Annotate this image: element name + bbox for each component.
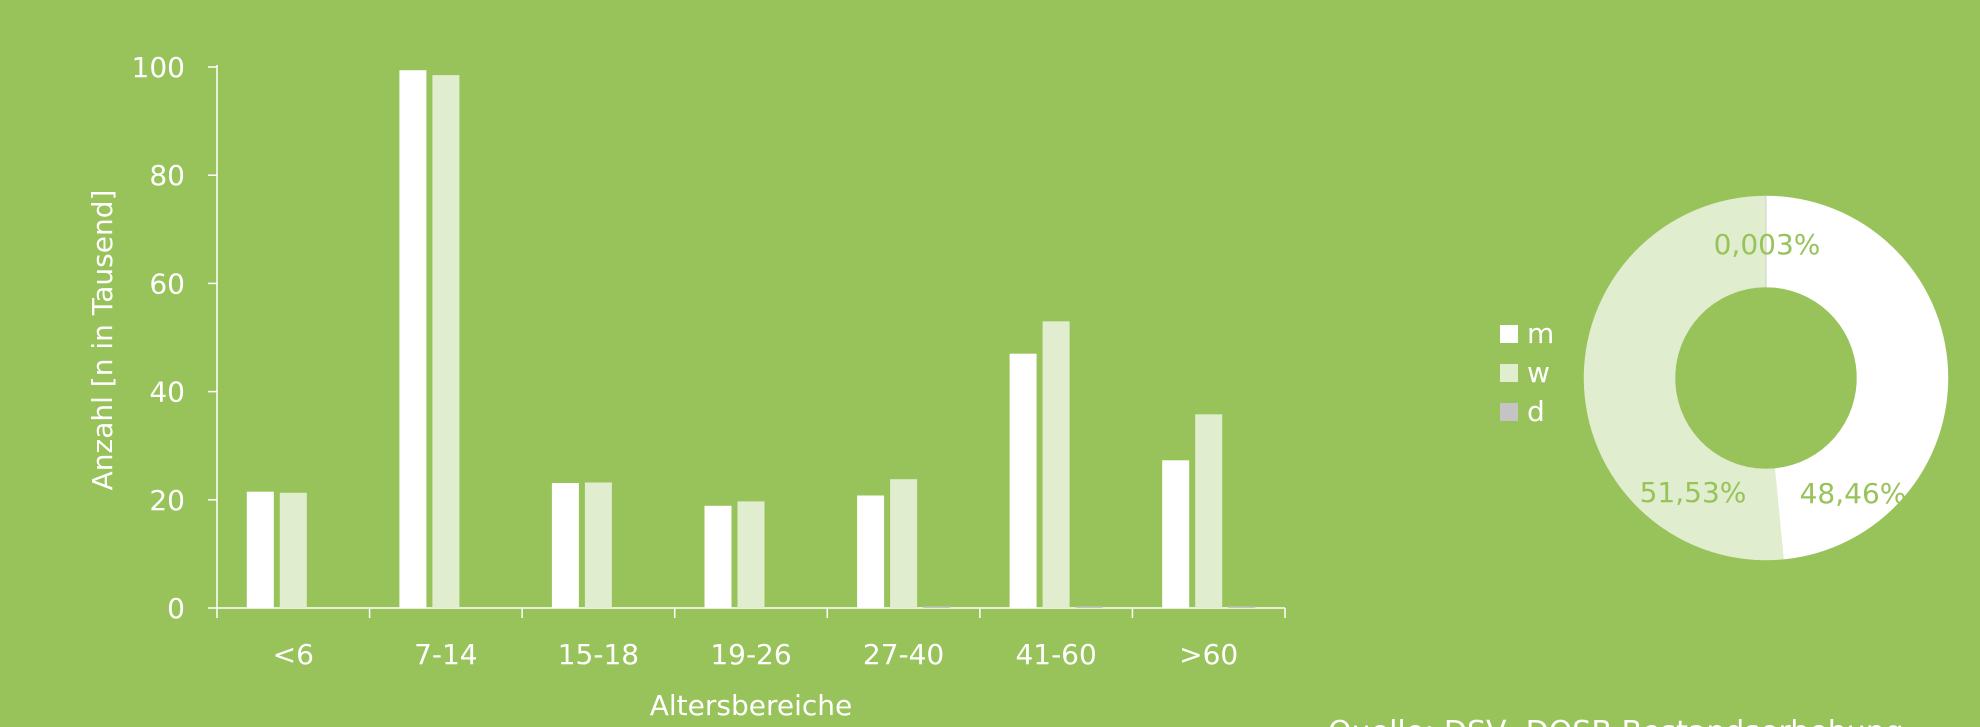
donut-slice-m — [1765, 195, 1949, 560]
bar-w — [432, 75, 460, 609]
legend-swatch-d — [1500, 403, 1518, 421]
bars — [246, 70, 1256, 609]
donut-label-m: 48,46% — [1800, 477, 1907, 510]
y-tick-label: 20 — [149, 484, 185, 517]
donut-label-w: 51,53% — [1640, 476, 1747, 509]
bar-m — [857, 495, 885, 608]
bar-w — [890, 479, 918, 608]
y-tick-label: 80 — [149, 159, 185, 192]
bar-w — [737, 501, 765, 608]
legend-swatch-m — [1500, 325, 1518, 343]
y-tick-label: 100 — [132, 51, 185, 84]
y-tick-label: 0 — [167, 592, 185, 625]
bar-d — [1228, 606, 1256, 608]
bar-d — [1075, 606, 1103, 608]
legend-label-w: w — [1527, 356, 1550, 389]
donut-chart: 48,46% 51,53% 0,003% — [1583, 195, 1949, 561]
source-note: Quelle: DSV, DOSB Bestandserhebung — [1328, 715, 1904, 727]
x-tick-label: 15-18 — [558, 638, 639, 671]
bar-chart: 0 20 40 60 80 100 <6 7-14 15-18 19-26 27-40 41-60 >… — [86, 51, 1286, 722]
bar-w — [279, 492, 307, 608]
bar-m — [399, 70, 427, 608]
donut-label-d: 0,003% — [1714, 228, 1821, 261]
bar-m — [704, 505, 732, 608]
x-tick-label: 41-60 — [1015, 638, 1096, 671]
y-axis-label: Anzahl [n in Tausend] — [86, 190, 119, 491]
y-axis: 0 20 40 60 80 100 — [132, 51, 218, 625]
bar-m — [1009, 353, 1037, 608]
bar-m — [1162, 460, 1190, 608]
x-tick-label: 19-26 — [710, 638, 791, 671]
x-axis-label: Altersbereiche — [650, 689, 853, 722]
bar-d — [923, 606, 951, 608]
y-tick-label: 40 — [149, 376, 185, 409]
x-tick-label: <6 — [273, 638, 314, 671]
bar-m — [551, 483, 579, 608]
legend-swatch-w — [1500, 364, 1518, 382]
bar-w — [1195, 414, 1223, 608]
x-tick-label: >60 — [1179, 638, 1238, 671]
bar-w — [584, 482, 612, 608]
x-tick-label: 27-40 — [863, 638, 944, 671]
y-tick-label: 60 — [149, 267, 185, 300]
x-axis: <6 7-14 15-18 19-26 27-40 41-60 >60 — [216, 607, 1286, 671]
donut-slice-w — [1583, 195, 1784, 561]
bar-m — [246, 491, 274, 608]
legend-label-d: d — [1527, 395, 1545, 428]
bar-w — [1042, 321, 1070, 608]
x-tick-label: 7-14 — [414, 638, 478, 671]
legend-label-m: m — [1527, 317, 1554, 350]
legend: mwd — [1500, 317, 1554, 428]
